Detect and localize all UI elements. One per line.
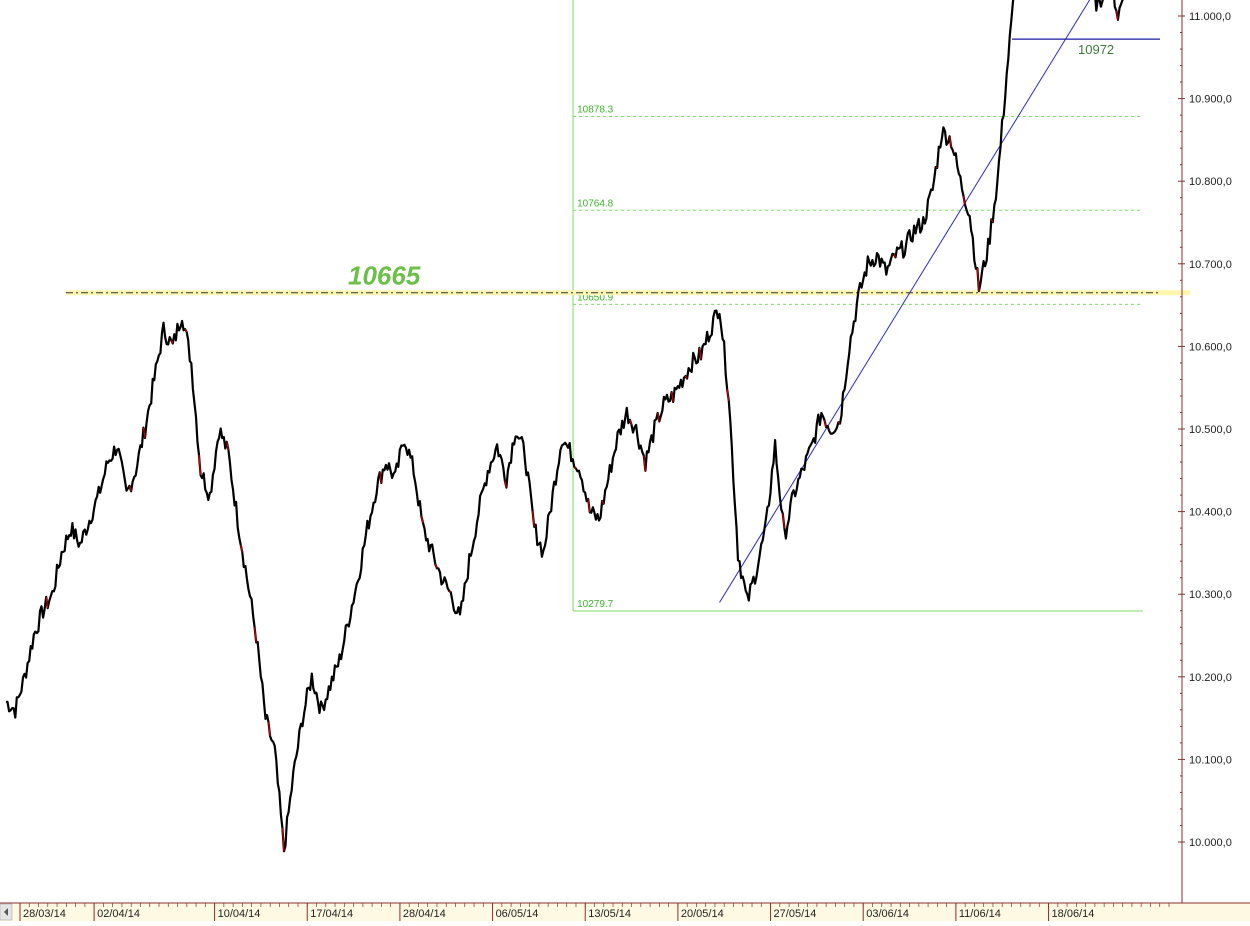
support-label: 10972 xyxy=(1078,42,1114,57)
price-down-tick xyxy=(962,195,966,205)
horizontal-levels[interactable]: 10665 10972 xyxy=(66,0,1190,296)
price-series xyxy=(5,0,1124,853)
y-tick-label: 10.500,0 xyxy=(1189,424,1232,436)
x-tick-label: 10/04/14 xyxy=(218,908,261,920)
price-down-tick xyxy=(504,480,507,488)
x-tick-label: 03/06/14 xyxy=(866,908,909,920)
price-down-tick xyxy=(685,375,688,379)
y-tick-label: 10.600,0 xyxy=(1189,341,1232,353)
price-down-tick xyxy=(226,441,229,450)
x-tick-label: 06/05/14 xyxy=(496,908,539,920)
price-down-tick xyxy=(601,500,605,504)
price-down-tick xyxy=(420,516,424,523)
trendline[interactable] xyxy=(719,0,1145,603)
price-down-tick xyxy=(990,219,994,223)
x-tick-label: 13/05/14 xyxy=(588,908,631,920)
price-down-tick xyxy=(448,590,452,593)
price-down-tick xyxy=(629,419,633,425)
price-down-tick xyxy=(142,427,146,439)
price-down-tick xyxy=(893,254,897,258)
fib-level-label: 10878.3 xyxy=(577,105,614,116)
key-level-label: 10665 xyxy=(348,261,421,291)
x-tick-label: 28/04/14 xyxy=(403,908,446,920)
price-down-tick xyxy=(170,339,174,344)
price-down-tick xyxy=(935,166,938,169)
price-down-tick xyxy=(671,391,674,403)
y-tick-label: 11.000,0 xyxy=(1189,11,1231,23)
price-down-tick xyxy=(532,511,535,527)
price-down-tick xyxy=(949,136,952,147)
price-down-tick xyxy=(838,421,841,425)
y-tick-label: 10.800,0 xyxy=(1189,176,1232,188)
price-down-tick xyxy=(1115,10,1119,20)
x-axis: 28/03/14 02/04/14 10/04/14 17/04/14 28/04/14… xyxy=(0,902,1250,921)
x-axis-band xyxy=(0,903,1250,921)
price-down-tick xyxy=(379,472,382,484)
trendlines[interactable] xyxy=(719,0,1145,603)
fib-level-label: 10764.8 xyxy=(577,198,614,209)
fib-level-label: 10279.7 xyxy=(577,599,614,610)
price-down-tick xyxy=(434,563,438,569)
price-down-tick xyxy=(128,485,132,492)
x-tick-label: 28/03/14 xyxy=(23,908,66,920)
price-down-tick xyxy=(281,827,285,852)
price-line-series-0 xyxy=(5,0,1124,853)
y-tick-label: 10.900,0 xyxy=(1189,94,1232,106)
x-tick-label: 02/04/14 xyxy=(97,908,140,920)
price-down-tick xyxy=(254,627,257,643)
x-tick-label: 11/06/14 xyxy=(959,908,1001,920)
price-down-tick xyxy=(587,498,591,513)
fib-level-label: 10650.9 xyxy=(577,292,614,303)
x-tick-label: 27/05/14 xyxy=(774,908,817,920)
price-down-tick xyxy=(657,412,660,422)
price-down-tick xyxy=(573,466,577,469)
scroll-left-icon xyxy=(4,908,8,916)
price-down-tick xyxy=(184,328,188,333)
price-down-tick xyxy=(726,389,730,402)
x-tick-label: 18/06/14 xyxy=(1052,908,1095,920)
x-tick-label: 17/04/14 xyxy=(310,908,353,920)
price-down-tick xyxy=(267,722,271,737)
y-tick-label: 10.400,0 xyxy=(1189,507,1232,519)
y-tick-label: 10.100,0 xyxy=(1189,754,1232,766)
x-tick-label: 20/05/14 xyxy=(681,908,724,920)
y-tick-label: 10.700,0 xyxy=(1189,259,1232,271)
price-down-tick xyxy=(643,455,646,471)
price-down-tick xyxy=(698,347,702,360)
y-tick-label: 10.200,0 xyxy=(1189,672,1232,684)
price-down-tick xyxy=(976,268,980,292)
price-down-tick xyxy=(240,544,243,553)
price-down-tick xyxy=(45,596,49,609)
price-down-tick xyxy=(823,420,827,428)
y-axis: 10.000,0 10.100,0 10.200,0 10.300,0 10.400,0… xyxy=(1178,0,1232,903)
y-tick-label: 10.300,0 xyxy=(1189,589,1232,601)
y-tick-label: 10.000,0 xyxy=(1189,837,1232,849)
price-down-tick xyxy=(198,454,202,476)
price-down-tick xyxy=(782,513,785,529)
